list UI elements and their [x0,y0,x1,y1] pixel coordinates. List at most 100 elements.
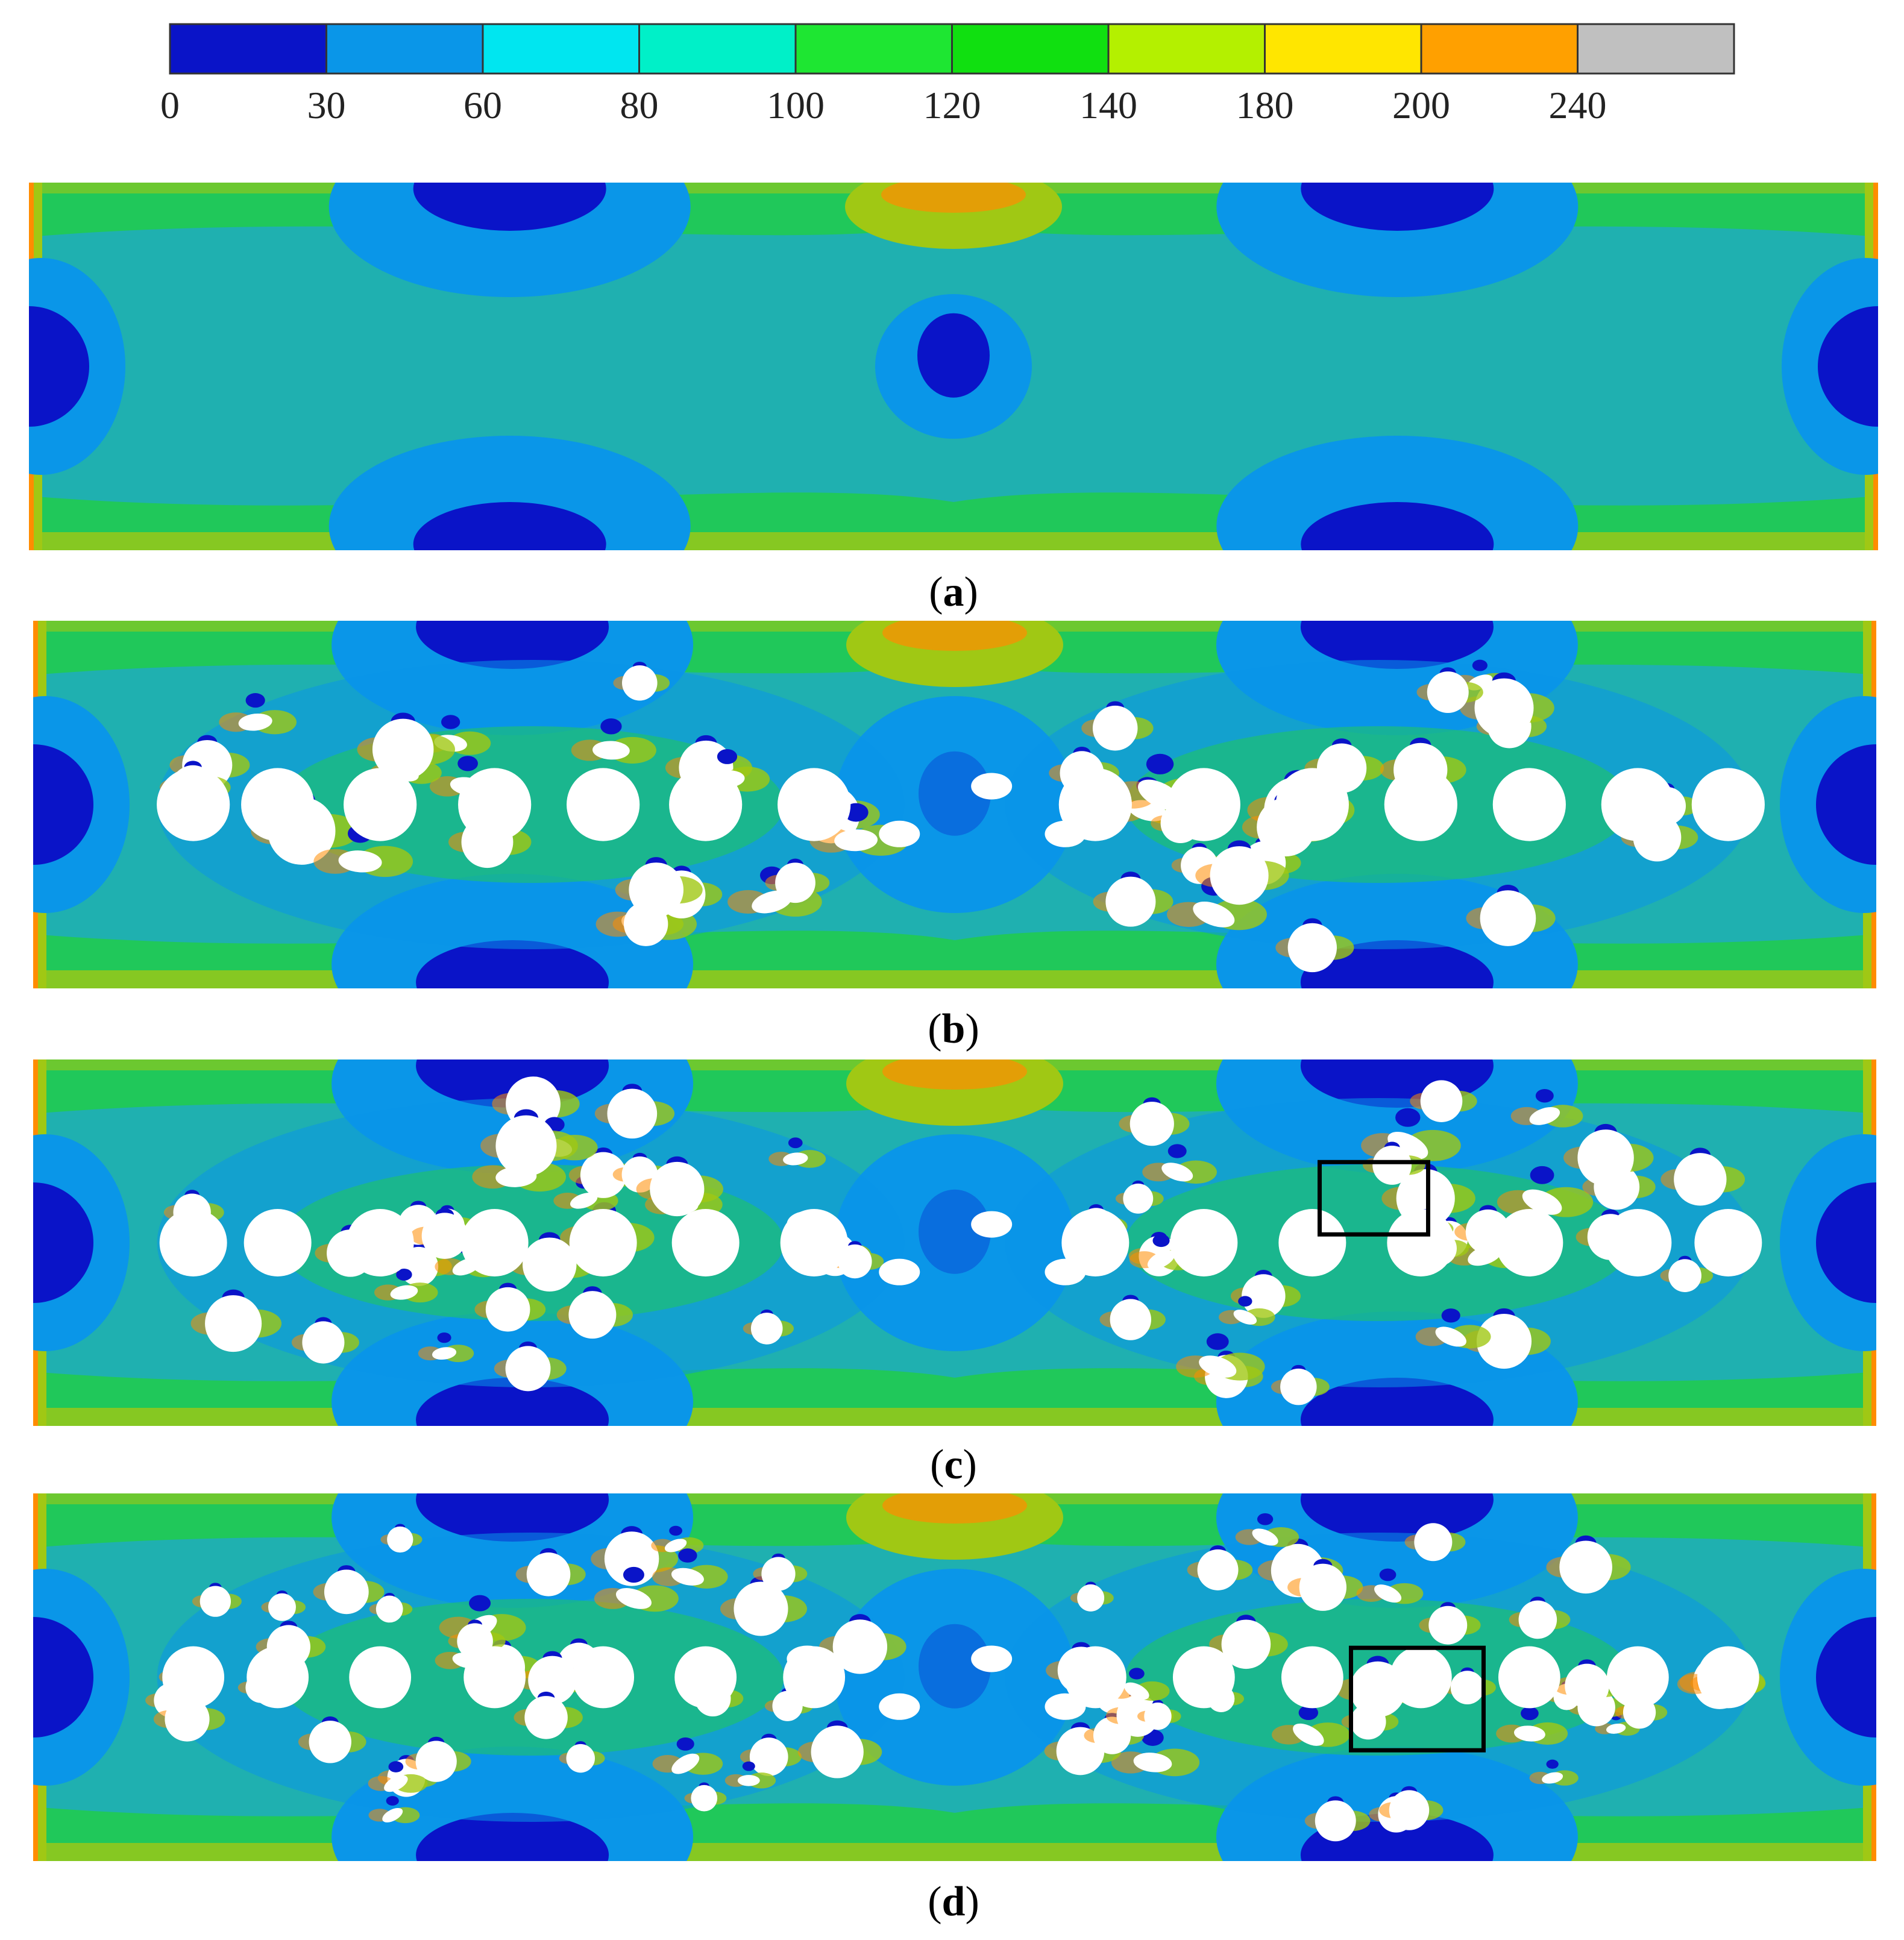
low-lobe-center [834,696,1075,913]
bottom-edge [33,1843,1876,1861]
hole-low-spot [1298,1705,1319,1721]
hole [1372,1145,1412,1185]
hole-large [569,1209,637,1276]
hole-low-spot [469,1595,491,1612]
low-core-center [917,313,990,398]
low-core-bottom [1301,502,1494,550]
highlight-box [1348,1645,1486,1753]
hole-center-gap [787,773,828,800]
hole-low-spot [388,1761,404,1772]
colorbar-tick-label: 60 [463,84,502,127]
low-lobe-center [834,1569,1075,1786]
colorbar-tick-label: 100 [767,84,825,127]
hole-low-spot [717,749,738,764]
colorbar-tick-label: 200 [1392,84,1450,127]
hole [1199,1355,1237,1378]
hole [1105,876,1156,927]
hole-low-spot [1146,753,1174,774]
hole [1299,1563,1346,1611]
low-core-top [413,183,606,231]
hole [1577,1129,1634,1186]
hole-center-gap [1045,820,1086,847]
hole-large [1061,1209,1130,1276]
panel-caption-open: ( [928,1879,941,1925]
panel-caption-letter: a [943,569,964,615]
hole [505,1346,551,1392]
low-core-right [1818,306,1878,427]
hole [1124,1682,1149,1700]
low-core-right [1816,744,1876,865]
hole-low-spot [742,1761,755,1771]
hole [1474,678,1534,738]
colorbar-segment [1577,23,1735,75]
colorbar-segment [794,23,953,75]
hole [165,1697,210,1742]
hole [1559,1540,1612,1594]
hole [749,1738,788,1776]
colorbar-segment [638,23,797,75]
hole-large [1498,1646,1560,1709]
low-core-top [1300,1493,1494,1542]
hole-large [1606,1646,1669,1709]
low-core-right [1816,1182,1876,1303]
hole-large [159,1209,227,1276]
hole-low-spot [1535,1088,1554,1103]
hole [309,1721,351,1763]
hole-large [1278,1209,1346,1276]
hole [629,862,684,917]
hole-large [1694,1209,1762,1276]
hole-large [157,768,230,841]
bottom-edge [33,970,1876,988]
hole [1233,1310,1257,1325]
hole [205,1295,262,1352]
hole [832,1619,888,1674]
hole-large [346,1209,414,1276]
low-core-bottom [416,1813,609,1861]
contour-field [29,183,1878,550]
hole-large [1384,768,1457,841]
colorbar-segment [1264,23,1422,75]
hole-large [674,1646,737,1709]
hole [1315,1800,1356,1842]
hole [622,665,658,701]
hole [1210,846,1269,905]
hole [1420,1080,1463,1122]
hole-low-spot [1152,1234,1170,1248]
low-core-left [33,744,93,865]
hole [415,1741,457,1782]
hole [1522,1189,1562,1215]
panel-caption-close: ) [964,569,978,615]
hole [387,1526,413,1553]
hole-center-gap [971,773,1013,800]
hole [375,1595,403,1623]
hole-low-spot [437,1332,451,1343]
low-lobe-top [328,183,691,297]
hole [238,713,272,731]
hole [1529,1107,1560,1125]
top-center-peak [882,621,1027,651]
low-core-center [919,1189,991,1274]
panel-caption: (b) [928,1006,979,1052]
hole-low-spot [1167,1144,1187,1158]
hole-large [243,1209,312,1276]
hole [1130,1102,1174,1146]
hole-large [1697,1646,1759,1709]
panel-caption-letter: b [942,1006,966,1052]
hole [526,1552,571,1596]
panel-caption: (d) [928,1879,979,1925]
hole [1252,1528,1278,1546]
low-core-bottom [413,502,606,550]
bottom-edge [33,1408,1876,1426]
hole [338,850,382,873]
low-core-left [29,306,89,427]
hole [761,1557,796,1591]
colorbar-segment [482,23,640,75]
hole-large [1604,1209,1672,1276]
hole-low-spot [678,1548,697,1563]
hole [737,1775,760,1786]
hole [834,829,878,852]
hole-large [463,1646,526,1709]
hole [200,1586,231,1617]
colorbar-tick-label: 0 [160,84,180,127]
hole [372,718,434,780]
